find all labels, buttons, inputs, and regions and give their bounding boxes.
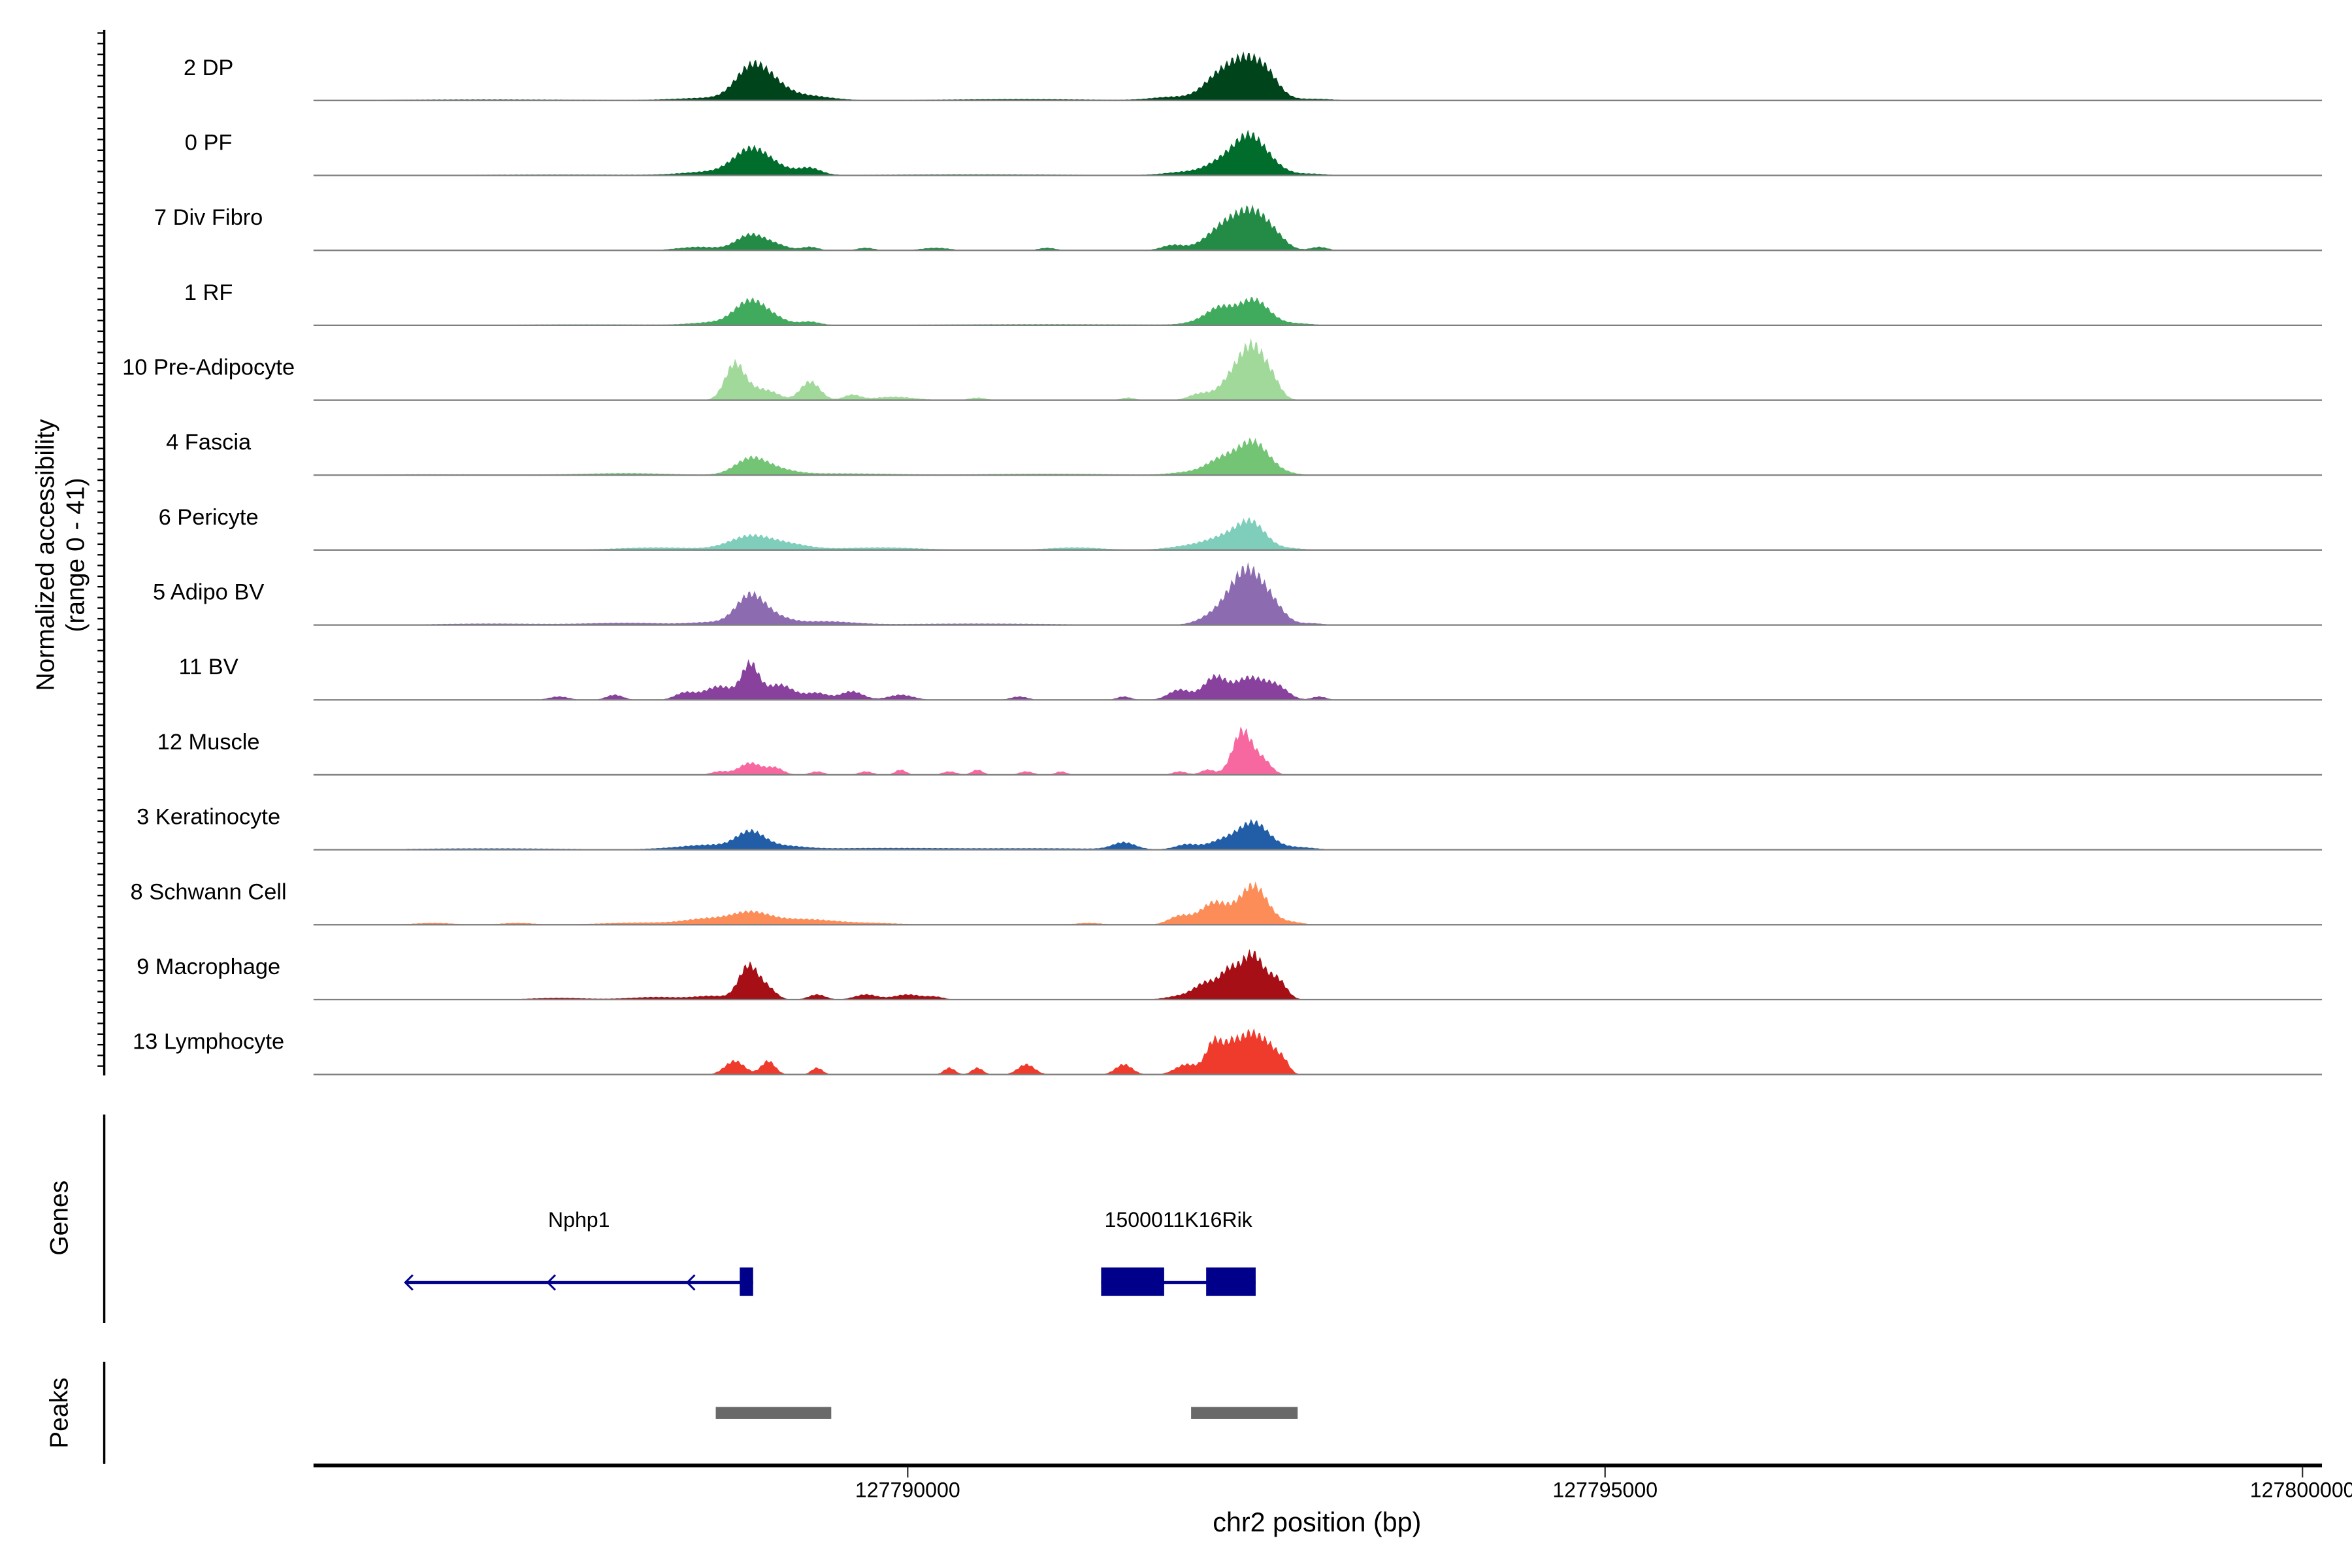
track-2-dp: 2 DP bbox=[184, 51, 2323, 101]
track-signal-area bbox=[313, 51, 2323, 101]
track-label: 6 Pericyte bbox=[159, 505, 259, 530]
track-label: 7 Div Fibro bbox=[154, 205, 263, 230]
y-axis-label: Normalized accessibility (range 0 - 41) bbox=[32, 419, 90, 691]
tracks: 2 DP 0 PF 7 Div Fibro 1 RF 10 Pre-Adipocyte 4… bbox=[122, 51, 2323, 1075]
track-label: 9 Macrophage bbox=[137, 955, 280, 979]
gene-exon bbox=[1101, 1267, 1164, 1296]
track-label: 11 BV bbox=[179, 655, 238, 679]
x-tick-label: 127795000 bbox=[1552, 1478, 1658, 1501]
track-label: 3 Keratinocyte bbox=[137, 805, 280, 830]
genes-axis-label: Genes bbox=[45, 1181, 73, 1256]
peak-region bbox=[1191, 1407, 1298, 1419]
track-signal-area bbox=[313, 129, 2323, 176]
track-3-keratinocyte: 3 Keratinocyte bbox=[137, 805, 2323, 851]
x-axis: chr2 position (bp) 127790000 127795000 127… bbox=[313, 1463, 2352, 1537]
track-label: 13 Lymphocyte bbox=[133, 1030, 284, 1054]
track-signal-area bbox=[313, 562, 2323, 625]
track-1-rf: 1 RF bbox=[184, 280, 2323, 327]
track-signal-area bbox=[313, 1028, 2323, 1075]
track-signal-area bbox=[313, 338, 2323, 400]
track-label: 8 Schwann Cell bbox=[131, 879, 287, 904]
track-signal-area bbox=[313, 297, 2323, 325]
track-label: 0 PF bbox=[185, 130, 233, 155]
y-axis-label-line1: Normalized accessibility bbox=[32, 419, 60, 691]
gene-exon bbox=[1206, 1267, 1256, 1296]
peak-region bbox=[715, 1407, 832, 1419]
gene-label: Nphp1 bbox=[548, 1208, 610, 1232]
track-signal-area bbox=[313, 204, 2323, 251]
track-12-muscle: 12 Muscle bbox=[157, 727, 2323, 776]
y-axis bbox=[97, 29, 106, 1076]
track-signal-area bbox=[313, 949, 2323, 1000]
track-13-lymphocyte: 13 Lymphocyte bbox=[133, 1028, 2323, 1075]
gene-1500011K16Rik: 1500011K16Rik bbox=[1101, 1208, 1256, 1296]
track-4-fascia: 4 Fascia bbox=[166, 430, 2323, 476]
track-signal-area bbox=[313, 437, 2323, 476]
track-6-pericyte: 6 Pericyte bbox=[159, 505, 2323, 551]
track-label: 1 RF bbox=[184, 280, 233, 305]
track-signal-area bbox=[313, 727, 2323, 775]
track-label: 12 Muscle bbox=[157, 730, 260, 755]
track-signal-area bbox=[313, 819, 2323, 850]
strand-arrow-icon bbox=[546, 1274, 556, 1291]
y-axis-label-line2: (range 0 - 41) bbox=[62, 478, 90, 632]
track-signal-area bbox=[313, 881, 2323, 925]
gene-label: 1500011K16Rik bbox=[1105, 1208, 1253, 1232]
track-8-schwann-cell: 8 Schwann Cell bbox=[131, 879, 2323, 926]
track-label: 2 DP bbox=[184, 56, 234, 80]
x-axis-title: chr2 position (bp) bbox=[1213, 1507, 1421, 1537]
track-7-div-fibro: 7 Div Fibro bbox=[154, 204, 2323, 252]
track-label: 5 Adipo BV bbox=[153, 580, 264, 605]
genes-panel: Genes Nphp1 1500011K16Rik bbox=[45, 1114, 1256, 1323]
track-10-pre-adipocyte: 10 Pre-Adipocyte bbox=[122, 338, 2323, 401]
track-label: 4 Fascia bbox=[166, 430, 252, 455]
peaks-axis-label: Peaks bbox=[45, 1378, 73, 1448]
strand-arrow-icon bbox=[404, 1274, 414, 1291]
x-tick-label: 127800000 bbox=[2250, 1478, 2352, 1501]
track-label: 10 Pre-Adipocyte bbox=[122, 355, 295, 380]
strand-arrow-icon bbox=[685, 1274, 696, 1291]
track-5-adipo-bv: 5 Adipo BV bbox=[153, 562, 2323, 626]
track-signal-area bbox=[313, 659, 2323, 700]
gene-Nphp1: Nphp1 bbox=[404, 1208, 753, 1296]
x-tick-label: 127790000 bbox=[855, 1478, 960, 1501]
gene-exon bbox=[740, 1267, 753, 1296]
track-0-pf: 0 PF bbox=[185, 129, 2323, 176]
track-11-bv: 11 BV bbox=[179, 655, 2323, 701]
peaks-panel: Peaks bbox=[45, 1362, 1298, 1464]
track-9-macrophage: 9 Macrophage bbox=[137, 949, 2323, 1001]
track-signal-area bbox=[313, 517, 2323, 550]
